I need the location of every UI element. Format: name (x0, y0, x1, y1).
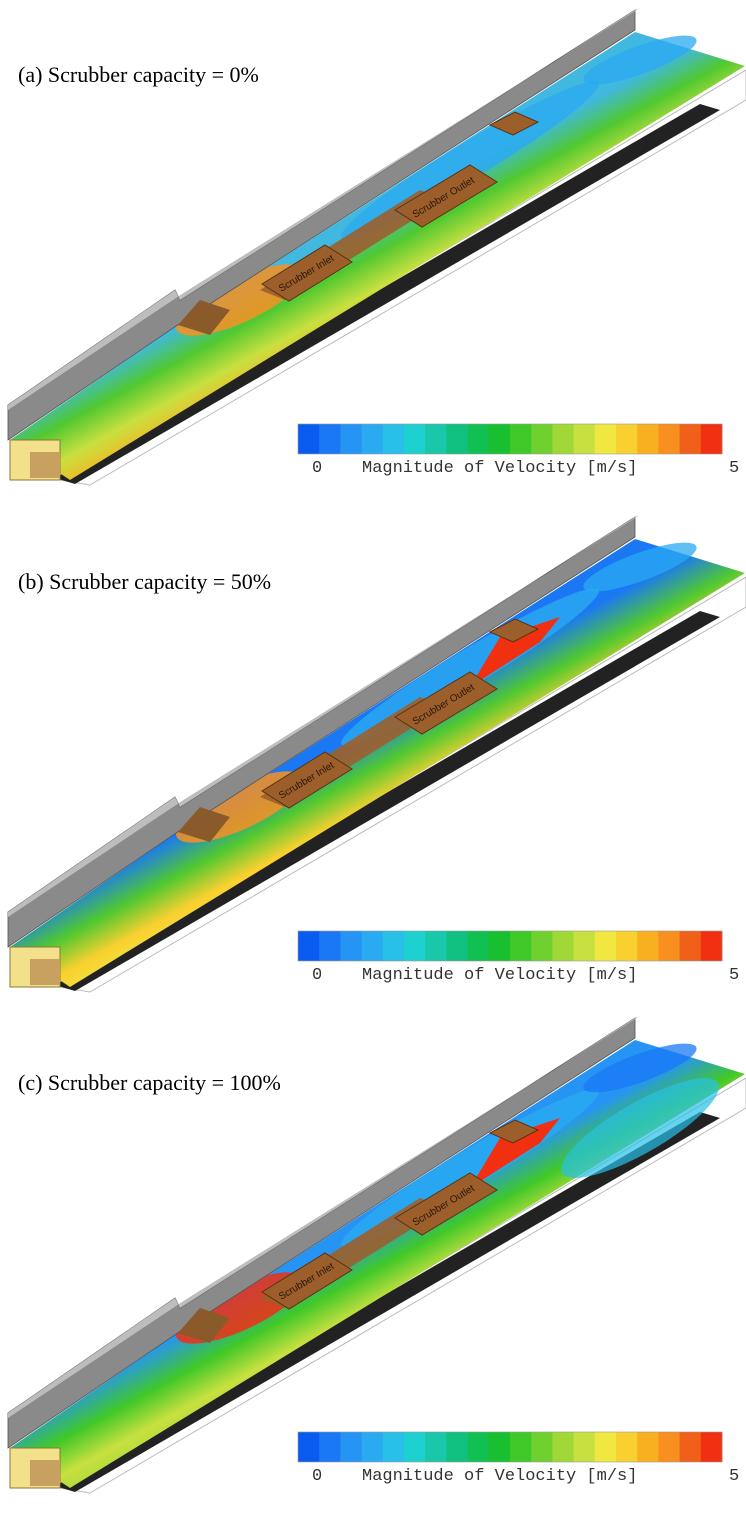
colorbar-swatch (574, 931, 596, 961)
colorbar-min: 0 (312, 459, 322, 478)
colorbar-swatch (404, 1432, 426, 1462)
colorbar-max: 5 (729, 459, 739, 478)
colorbar-swatch (383, 931, 405, 961)
colorbar-swatch (658, 424, 680, 454)
colorbar-swatch (446, 931, 468, 961)
colorbar-swatch (404, 931, 426, 961)
colorbar-swatch (319, 1432, 341, 1462)
colorbar-swatch (383, 1432, 405, 1462)
colorbar-swatch (489, 931, 511, 961)
colorbar-max: 5 (729, 966, 739, 985)
colorbar-min: 0 (312, 966, 322, 985)
colorbar-swatch (637, 931, 659, 961)
colorbar-swatch (468, 1432, 490, 1462)
panel-title: (b) Scrubber capacity = 50% (18, 569, 271, 594)
colorbar-swatch (552, 1432, 574, 1462)
colorbar-swatch (701, 931, 723, 961)
colorbar-swatch (680, 424, 702, 454)
colorbar-max: 5 (729, 1467, 739, 1486)
colorbar-swatch (489, 1432, 511, 1462)
colorbar-swatch (595, 424, 617, 454)
colorbar-swatch (425, 1432, 447, 1462)
colorbar-swatch (701, 1432, 723, 1462)
floor (10, 32, 745, 480)
floor (10, 539, 745, 987)
colorbar-label: Magnitude of Velocity [m/s] (362, 966, 637, 985)
figure: Scrubber InletScrubber Outlet(a) Scrubbe… (0, 0, 746, 1522)
colorbar-swatch (446, 424, 468, 454)
colorbar-swatch (680, 1432, 702, 1462)
portal-inner (30, 959, 60, 985)
colorbar-swatch (425, 931, 447, 961)
colorbar-swatch (680, 931, 702, 961)
colorbar-swatch (574, 1432, 596, 1462)
colorbar-swatch (468, 931, 490, 961)
colorbar-swatch (340, 424, 362, 454)
colorbar-swatch (319, 931, 341, 961)
colorbar-swatch (383, 424, 405, 454)
portal-inner (30, 1460, 60, 1486)
colorbar-swatch (701, 424, 723, 454)
panel-title: (c) Scrubber capacity = 100% (18, 1070, 281, 1095)
colorbar-swatch (531, 931, 553, 961)
colorbar-swatch (552, 931, 574, 961)
colorbar-swatch (616, 424, 638, 454)
colorbar-swatch (552, 424, 574, 454)
colorbar-swatch (362, 1432, 384, 1462)
colorbar-swatch (298, 1432, 320, 1462)
colorbar-swatch (658, 1432, 680, 1462)
colorbar-min: 0 (312, 1467, 322, 1486)
colorbar-swatch (595, 1432, 617, 1462)
colorbar-swatch (404, 424, 426, 454)
colorbar-swatch (637, 424, 659, 454)
colorbar-swatch (531, 424, 553, 454)
colorbar-swatch (298, 424, 320, 454)
colorbar-label: Magnitude of Velocity [m/s] (362, 459, 637, 478)
colorbar-swatch (510, 1432, 532, 1462)
colorbar-swatch (616, 1432, 638, 1462)
colorbar-swatch (510, 424, 532, 454)
colorbar-swatch (340, 1432, 362, 1462)
colorbar-swatch (340, 931, 362, 961)
colorbar-swatch (637, 1432, 659, 1462)
colorbar-swatch (531, 1432, 553, 1462)
portal-inner (30, 452, 60, 478)
colorbar-swatch (319, 424, 341, 454)
colorbar-swatch (298, 931, 320, 961)
colorbar-swatch (616, 931, 638, 961)
panel-title: (a) Scrubber capacity = 0% (18, 62, 259, 87)
colorbar-swatch (362, 931, 384, 961)
colorbar-swatch (510, 931, 532, 961)
colorbar-swatch (446, 1432, 468, 1462)
colorbar-label: Magnitude of Velocity [m/s] (362, 1467, 637, 1486)
colorbar-swatch (574, 424, 596, 454)
colorbar-swatch (489, 424, 511, 454)
colorbar-swatch (362, 424, 384, 454)
colorbar-swatch (468, 424, 490, 454)
colorbar-swatch (595, 931, 617, 961)
colorbar-swatch (425, 424, 447, 454)
colorbar-swatch (658, 931, 680, 961)
